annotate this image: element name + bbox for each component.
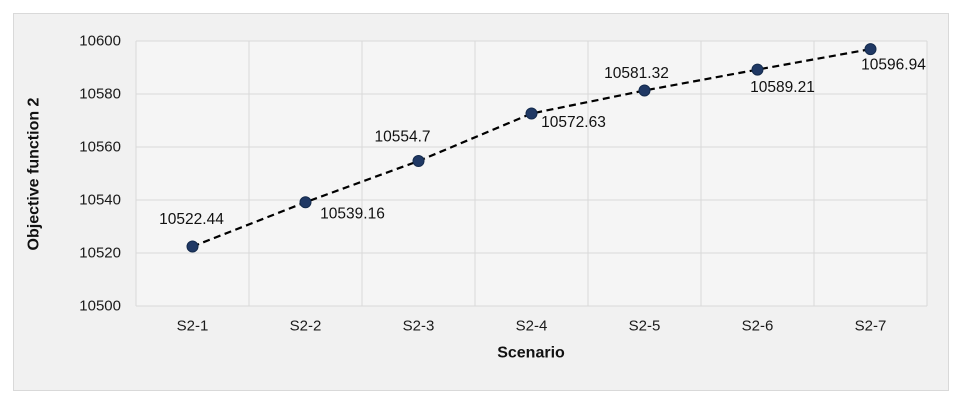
- data-point-marker: [412, 155, 425, 168]
- plot-area: [136, 41, 927, 306]
- y-tick-label: 10600: [79, 33, 121, 50]
- y-axis-title: Objective function 2: [26, 97, 43, 250]
- data-point-label: 10539.16: [320, 206, 385, 223]
- x-axis-title: Scenario: [497, 345, 565, 362]
- data-point-label: 10522.44: [159, 211, 224, 228]
- x-tick-label: S2-6: [742, 318, 774, 335]
- data-point-marker: [638, 84, 651, 97]
- y-tick-label: 10540: [79, 192, 121, 209]
- y-tick-label: 10500: [79, 298, 121, 315]
- x-tick-label: S2-2: [290, 318, 322, 335]
- data-point-marker: [751, 63, 764, 76]
- data-labels-layer: 10522.44 10539.16 10554.7 10572.63 10581.32 1…: [159, 57, 926, 228]
- x-tick-label: S2-7: [855, 318, 887, 335]
- series-layer: [186, 43, 877, 253]
- data-point-label: 10554.7: [374, 129, 430, 146]
- y-tick-label: 10520: [79, 245, 121, 262]
- x-tick-label: S2-5: [629, 318, 661, 335]
- x-tick-label: S2-4: [516, 318, 548, 335]
- data-point-label: 10596.94: [861, 57, 926, 74]
- x-tick-label: S2-1: [177, 318, 209, 335]
- data-point-label: 10572.63: [541, 114, 606, 131]
- y-tick-label: 10580: [79, 86, 121, 103]
- y-tick-label: 10560: [79, 139, 121, 156]
- data-point-marker: [186, 240, 199, 253]
- data-point-label: 10589.21: [750, 79, 815, 96]
- data-point-marker: [864, 43, 877, 56]
- x-tick-label: S2-3: [403, 318, 435, 335]
- grid-layer: [135, 40, 928, 307]
- data-point-label: 10581.32: [604, 65, 669, 82]
- data-point-marker: [299, 196, 312, 209]
- data-point-marker: [525, 107, 538, 120]
- axis-ticks-layer: 10500 10520 10540 10560 10580 10600 S2-1 S2-2 S2…: [79, 33, 886, 335]
